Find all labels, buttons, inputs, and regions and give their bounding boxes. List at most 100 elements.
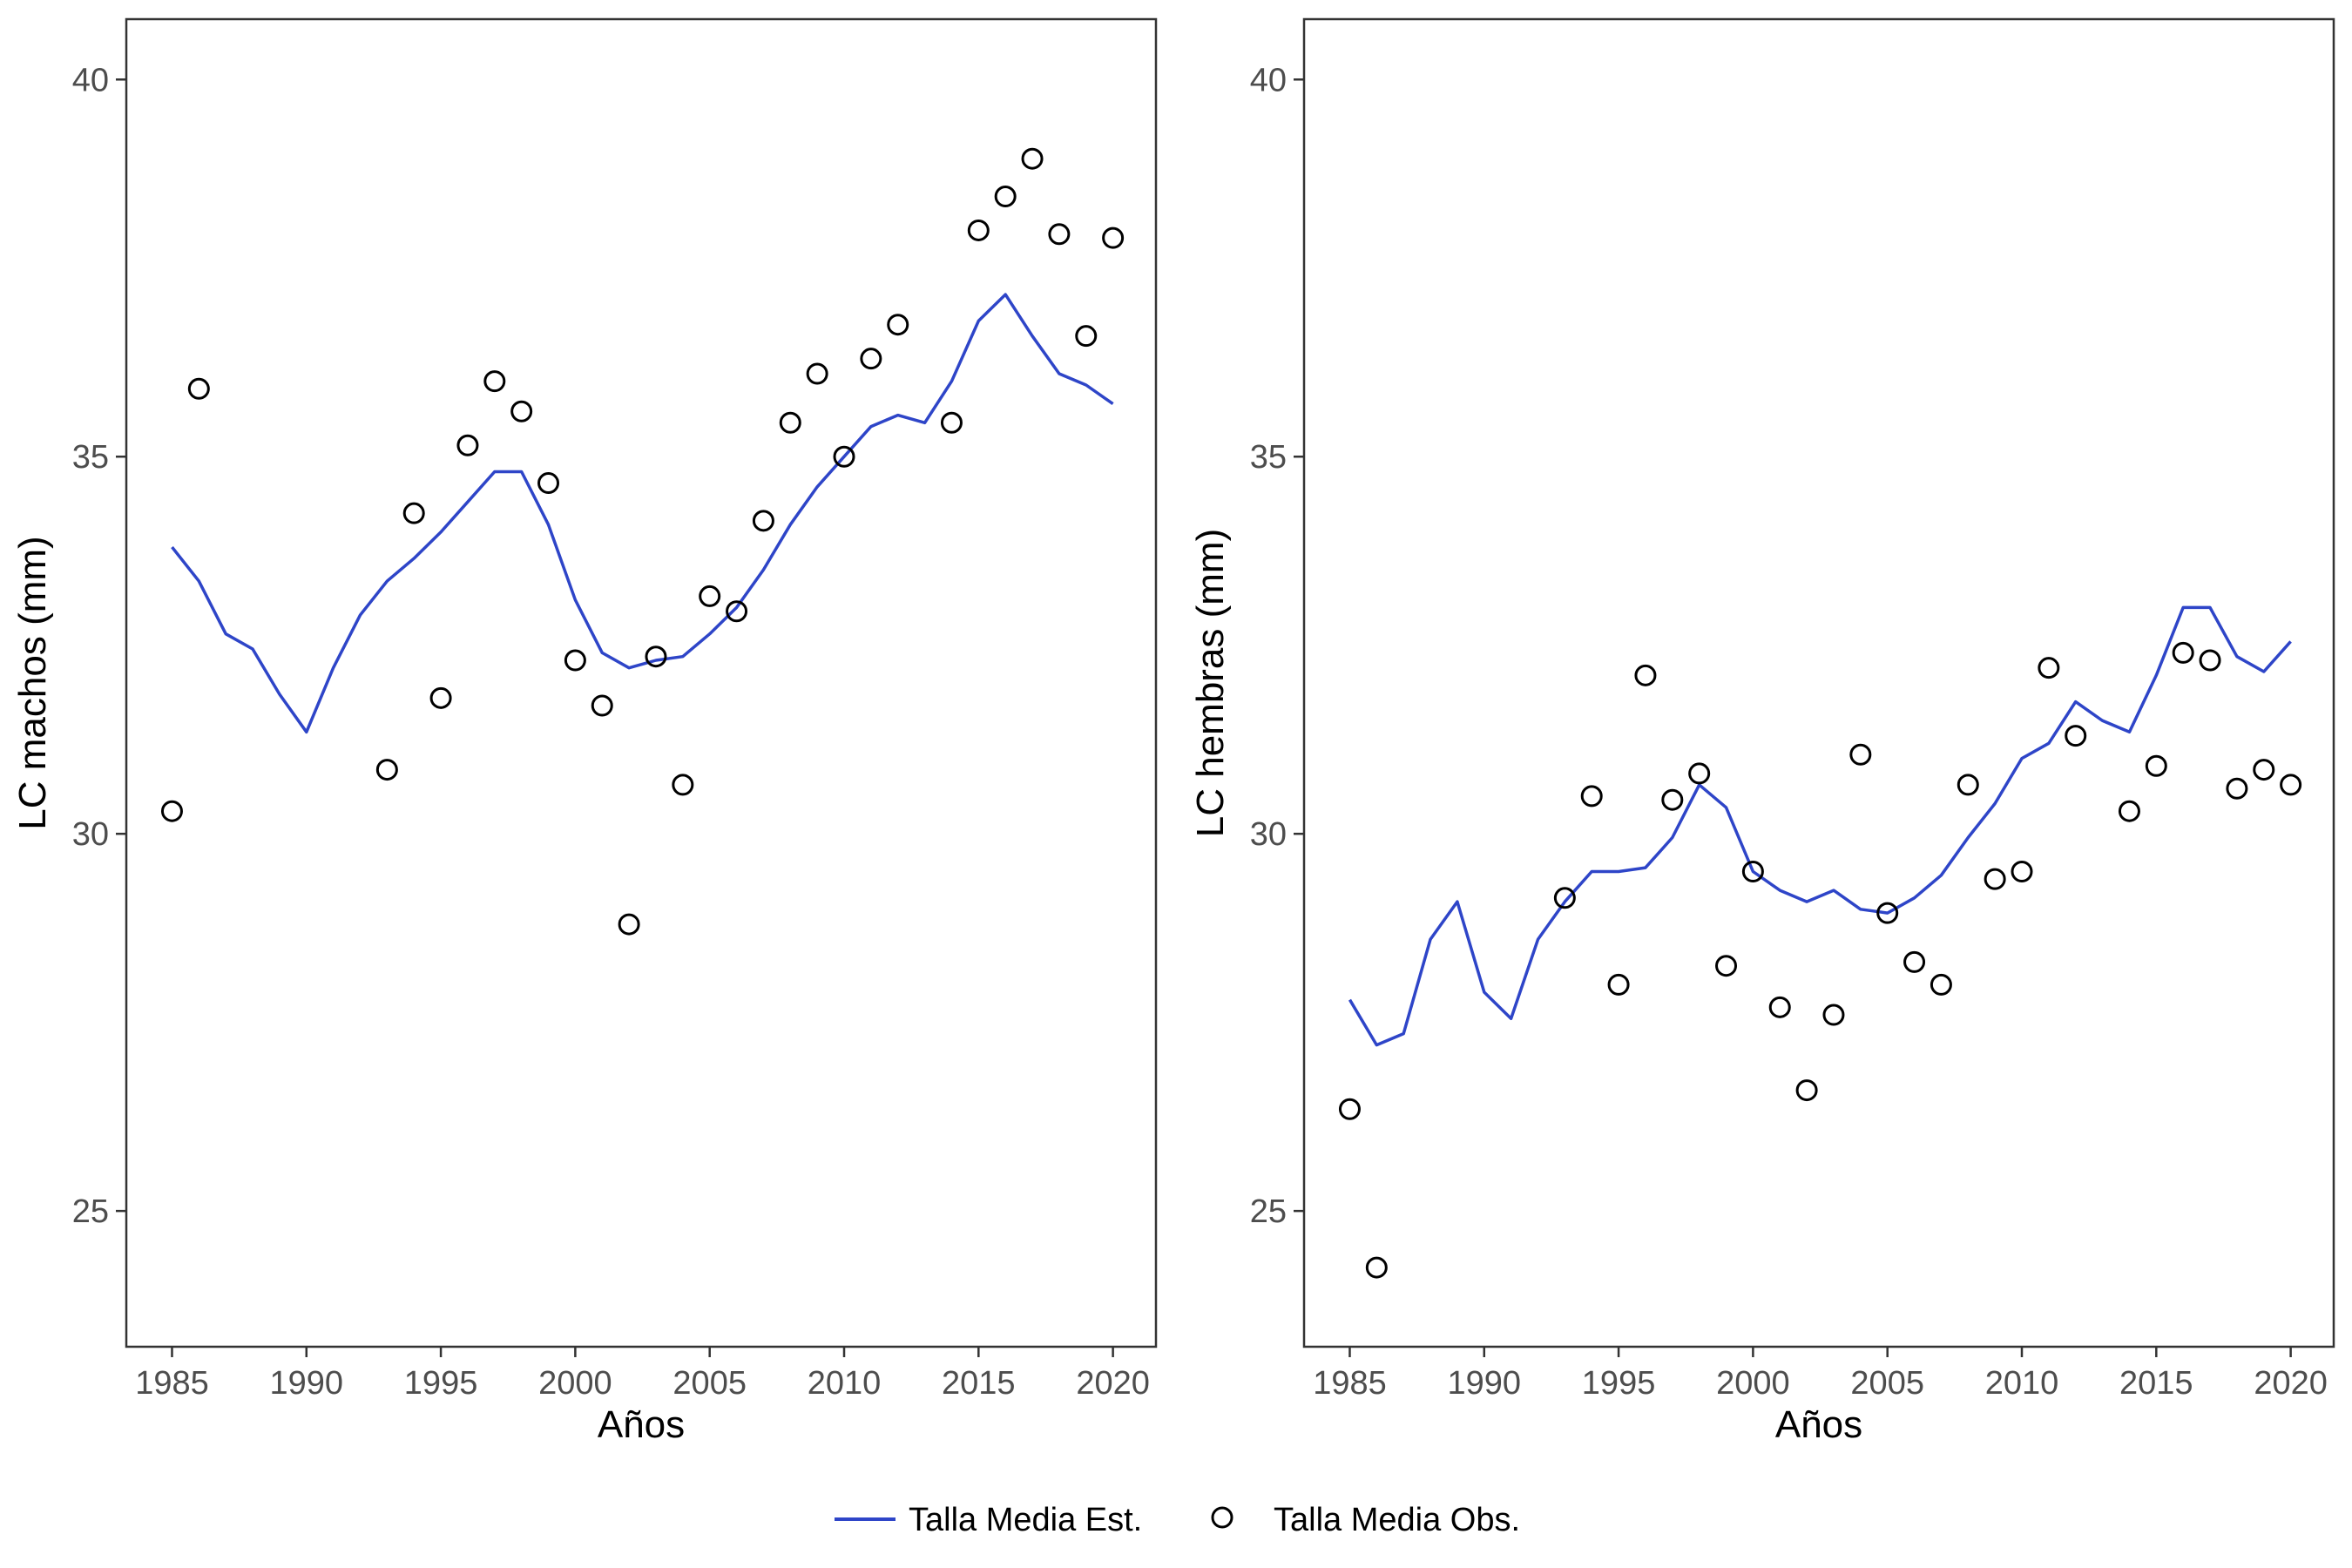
observed-point — [618, 913, 640, 936]
x-tick-label: 1995 — [404, 1365, 478, 1402]
observed-point — [2118, 800, 2140, 822]
y-axis: 25 30 35 40 — [1250, 62, 1304, 1230]
observed-point — [2038, 657, 2060, 679]
x-tick-label: 2020 — [1076, 1365, 1150, 1402]
x-tick-label: 2005 — [672, 1365, 747, 1402]
observed-point — [160, 800, 183, 822]
observed-point — [887, 314, 909, 336]
plot-frame — [1302, 17, 2335, 1348]
observed-point — [1768, 996, 1791, 1018]
observed-point — [510, 400, 533, 422]
observed-point — [2253, 759, 2275, 781]
observed-point — [967, 219, 990, 241]
observed-point — [537, 472, 560, 495]
legend-label-observed: Talla Media Obs. — [1274, 1502, 1520, 1538]
observed-point — [1580, 785, 1603, 808]
observed-point — [1795, 1079, 1818, 1102]
y-tick-label: 35 — [72, 439, 109, 476]
x-tick-label: 1990 — [269, 1365, 343, 1402]
observed-point — [1984, 868, 2006, 890]
x-tick-label: 2020 — [2254, 1365, 2328, 1402]
observed-point — [1822, 1004, 1845, 1026]
observed-point — [1661, 788, 1684, 811]
observed-series — [1338, 641, 2302, 1279]
observed-point — [1021, 147, 1044, 170]
x-tick-label: 2005 — [1850, 1365, 1924, 1402]
legend-circle-key — [1211, 1506, 1233, 1529]
x-tick-label: 2015 — [2119, 1365, 2193, 1402]
estimated-series — [1348, 605, 2292, 1047]
x-axis-title: Años — [598, 1403, 685, 1446]
x-tick-label: 1985 — [1313, 1365, 1387, 1402]
observed-point — [860, 348, 882, 370]
x-tick-label: 2015 — [942, 1365, 1016, 1402]
observed-point — [645, 645, 667, 668]
panel-hembras: 25 30 35 40 1985 1990 1995 2000 2005 2010 2015 202… — [1189, 17, 2335, 1446]
observed-point — [806, 362, 828, 385]
x-tick-label: 2000 — [1716, 1365, 1790, 1402]
observed-point — [187, 377, 210, 400]
observed-point — [940, 411, 963, 434]
x-axis: 1985 1990 1995 2000 2005 2010 2015 2020 — [135, 1347, 1150, 1402]
x-tick-label: 1985 — [135, 1365, 209, 1402]
estimated-series — [171, 293, 1114, 734]
observed-point — [833, 445, 855, 468]
observed-point — [1365, 1256, 1388, 1279]
observed-point — [483, 370, 506, 393]
observed-point — [2145, 754, 2167, 777]
y-tick-label: 30 — [1250, 816, 1287, 853]
observed-point — [1903, 950, 1926, 973]
observed-point — [1607, 973, 1630, 996]
observed-point — [1102, 226, 1125, 249]
y-tick-label: 25 — [72, 1193, 109, 1230]
observed-point — [752, 510, 774, 532]
observed-point — [994, 185, 1017, 207]
observed-point — [1930, 973, 1952, 996]
legend-label-estimated: Talla Media Est. — [909, 1502, 1142, 1538]
y-tick-label: 35 — [1250, 439, 1287, 476]
observed-point — [2011, 860, 2033, 882]
observed-point — [672, 774, 694, 796]
x-tick-label: 1990 — [1447, 1365, 1521, 1402]
x-axis: 1985 1990 1995 2000 2005 2010 2015 2020 — [1313, 1347, 2328, 1402]
plot-frame — [125, 17, 1158, 1348]
observed-point — [699, 585, 721, 607]
observed-point — [429, 686, 452, 709]
x-axis-title: Años — [1775, 1403, 1862, 1446]
observed-point — [1876, 902, 1899, 924]
y-tick-label: 25 — [1250, 1193, 1287, 1230]
y-axis-title: LC machos (mm) — [11, 536, 54, 829]
observed-point — [375, 759, 398, 781]
y-axis: 25 30 35 40 — [72, 62, 126, 1230]
observed-point — [564, 649, 586, 672]
observed-point — [1957, 774, 1979, 796]
x-tick-label: 2010 — [1985, 1365, 2059, 1402]
observed-point — [1634, 664, 1657, 686]
observed-point — [1553, 887, 1576, 909]
observed-point — [2199, 649, 2221, 672]
observed-series — [160, 147, 1125, 936]
observed-point — [591, 694, 613, 717]
y-tick-label: 40 — [72, 62, 109, 98]
observed-point — [1849, 743, 1872, 766]
observed-point — [726, 600, 748, 623]
y-tick-label: 30 — [72, 816, 109, 853]
observed-point — [1075, 325, 1098, 348]
observed-point — [1048, 223, 1071, 246]
legend: Talla Media Est. Talla Media Obs. — [835, 1502, 1520, 1538]
observed-point — [2280, 774, 2302, 796]
observed-point — [402, 502, 425, 524]
observed-point — [1715, 955, 1738, 977]
observed-point — [2172, 641, 2194, 664]
estimated-line — [171, 293, 1114, 734]
observed-point — [456, 434, 479, 456]
x-tick-label: 2000 — [538, 1365, 612, 1402]
estimated-line — [1348, 605, 2292, 1047]
observed-point — [1338, 1098, 1361, 1120]
x-tick-label: 1995 — [1582, 1365, 1656, 1402]
panel-machos: 25 30 35 40 1985 1990 1995 2000 2005 2010 2015 202… — [11, 17, 1158, 1446]
observed-point — [2065, 725, 2087, 747]
y-tick-label: 40 — [1250, 62, 1287, 98]
